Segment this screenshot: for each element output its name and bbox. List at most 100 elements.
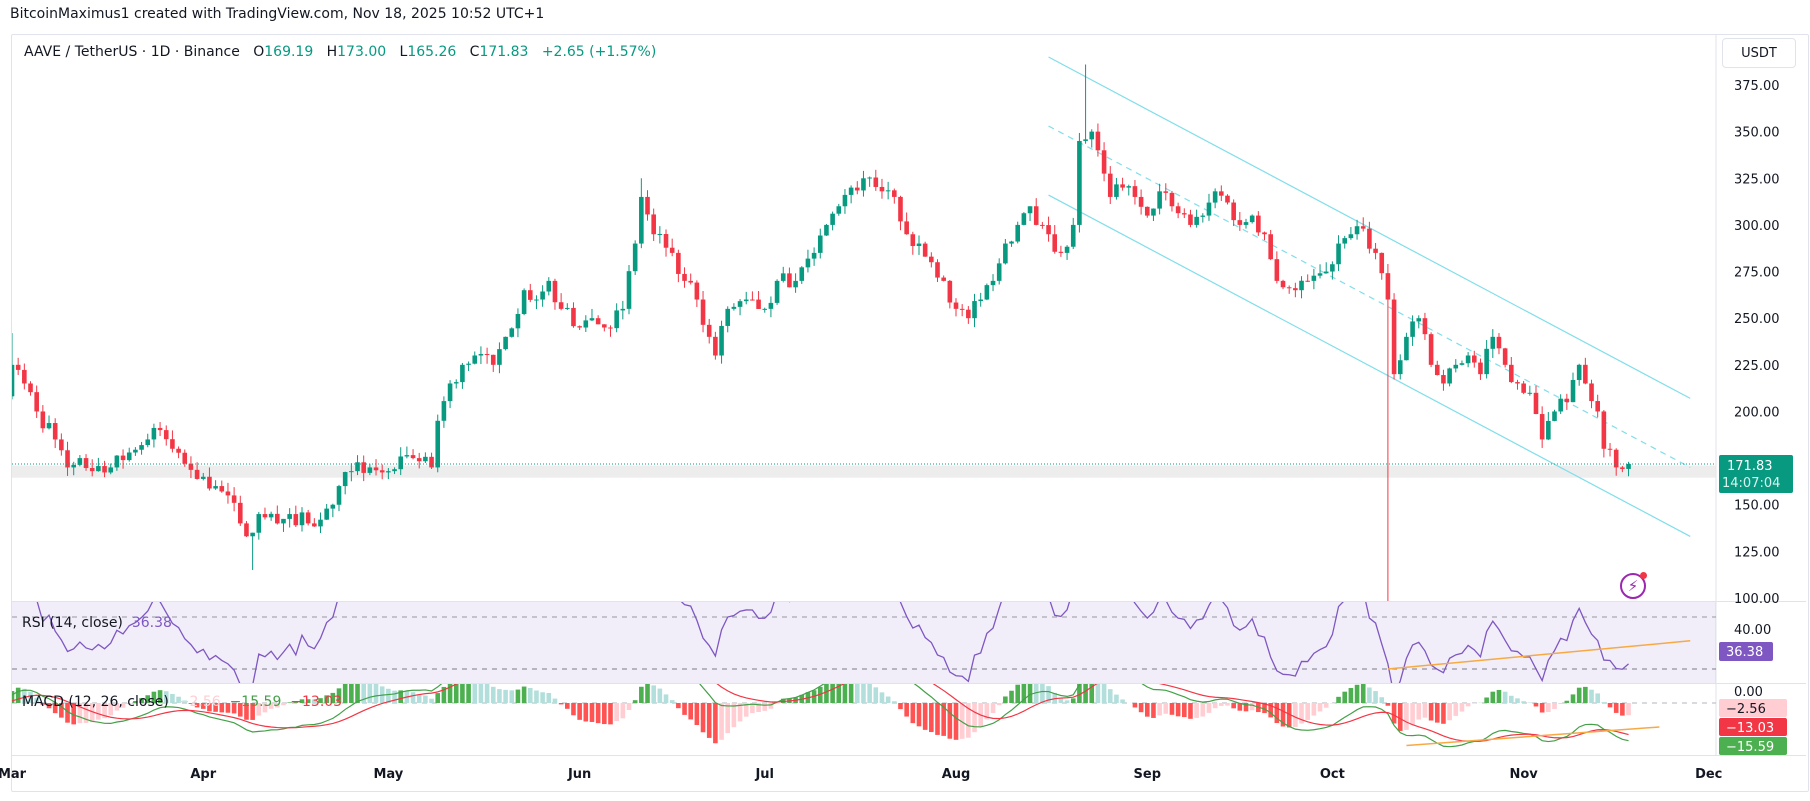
macd-histogram-bar [28, 691, 33, 703]
macd-histogram-bar [966, 703, 971, 738]
candle-body [472, 355, 478, 364]
rsi-legend[interactable]: RSI (14, close) 36.38 [22, 615, 172, 631]
candle-body [1305, 280, 1310, 282]
candle-body [1077, 140, 1082, 225]
currency-button[interactable]: USDT [1722, 38, 1796, 68]
macd-line [12, 684, 1629, 748]
macd-histogram-bar [688, 703, 693, 720]
candle-body [1194, 216, 1199, 225]
macd-legend[interactable]: MACD (12, 26, close) −2.56 −15.59 −13.03 [22, 694, 342, 710]
macd-histogram-bar [620, 703, 626, 719]
macd-histogram-bar [1323, 703, 1329, 708]
candle-body [620, 308, 626, 311]
macd-histogram-bar [89, 703, 95, 723]
macd-histogram-bar [1070, 698, 1076, 703]
macd-histogram-bar [861, 684, 866, 703]
macd-histogram-bar [268, 703, 274, 709]
candle-body [478, 354, 484, 356]
price-tick-label: 200.00 [1734, 405, 1780, 420]
candle-body [805, 258, 811, 268]
time-tick-label: Oct [1320, 767, 1345, 782]
candle-body [552, 280, 558, 303]
rsi-band [12, 602, 1716, 683]
candle-body [780, 273, 786, 281]
candle-body [787, 273, 792, 288]
candle-body [34, 392, 39, 412]
macd-histogram-bar [929, 703, 934, 733]
macd-histogram-bar [398, 690, 404, 703]
rsi-line [36, 602, 1629, 683]
macd-histogram-bar [1564, 700, 1570, 703]
macd-histogram-bar [441, 686, 447, 703]
candle-body [1607, 448, 1613, 450]
macd-histogram-bar [1163, 703, 1169, 714]
candle-body [1570, 379, 1576, 403]
macd-histogram-bar [225, 703, 231, 713]
candle-body [336, 486, 342, 505]
macd-histogram-bar [892, 701, 897, 703]
macd-histogram-bar [546, 693, 552, 703]
macd-histogram-bar [1515, 698, 1520, 703]
macd-histogram-bar [1416, 703, 1422, 720]
candle-body [639, 196, 644, 244]
rsi-trendline [1387, 640, 1691, 670]
candle-body [1169, 192, 1175, 207]
macd-histogram-bar [1342, 691, 1348, 703]
candle-body [1428, 334, 1434, 365]
rsi-value-badge [1719, 642, 1773, 661]
macd-histogram-bar [1188, 703, 1193, 719]
macd-histogram-bar [527, 687, 533, 703]
macd-histogram-bar [497, 689, 502, 703]
macd-histogram-bar [1138, 703, 1144, 713]
macd-histogram-bar [503, 689, 508, 703]
candle-body [725, 308, 731, 326]
candle-body [244, 523, 249, 537]
candle-body [1280, 280, 1286, 288]
candle-body [1373, 248, 1378, 253]
candle-body [484, 354, 490, 356]
macd-histogram-bar [1570, 694, 1576, 703]
candle-body [595, 318, 601, 325]
macd-histogram-bar [373, 684, 379, 703]
attribution: BitcoinMaximus1 created with TradingView… [10, 6, 545, 22]
macd-histogram-bar [1027, 684, 1033, 703]
macd-histogram-bar [731, 703, 737, 728]
macd-histogram-bar [947, 703, 953, 739]
macd-histogram-bar [830, 684, 835, 703]
candle-body [386, 471, 391, 473]
candle-body [1083, 139, 1088, 141]
price-tick-label: 375.00 [1734, 79, 1780, 94]
candle-body [1465, 355, 1471, 364]
candle-body [1101, 150, 1107, 174]
symbol-title[interactable]: AAVE / TetherUS · 1D · Binance [24, 44, 240, 60]
macd-histogram-bar [250, 703, 255, 720]
lightning-icon[interactable]: ⚡ [1620, 572, 1647, 599]
price-tick-label: 125.00 [1734, 545, 1780, 560]
candle-body [1225, 195, 1230, 203]
notification-dot [1640, 572, 1647, 579]
candle-body [1527, 392, 1533, 394]
macd-histogram-bar [1496, 689, 1502, 703]
candle-body [1058, 251, 1064, 253]
candle-body [182, 452, 188, 464]
macd-histogram-bar [293, 702, 299, 703]
candle-body [978, 299, 983, 302]
macd-histogram-bar [0, 703, 2, 704]
macd-histogram-bar [1046, 686, 1051, 703]
candle-body [669, 247, 675, 253]
candle-body [1144, 206, 1150, 216]
macd-histogram-bar [4, 699, 9, 703]
price-tick-label: 325.00 [1734, 172, 1780, 187]
candle-body [706, 324, 712, 337]
macd-histogram-bar [1620, 703, 1625, 716]
candle-body [256, 514, 262, 533]
candle-body [1478, 362, 1483, 375]
macd-histogram-bar [1249, 703, 1255, 711]
candle-body [793, 280, 798, 288]
candle-body [1453, 364, 1459, 369]
candle-body [848, 187, 854, 195]
candle-body [756, 299, 761, 309]
macd-histogram-bar [453, 684, 459, 703]
candle-body [614, 310, 619, 329]
